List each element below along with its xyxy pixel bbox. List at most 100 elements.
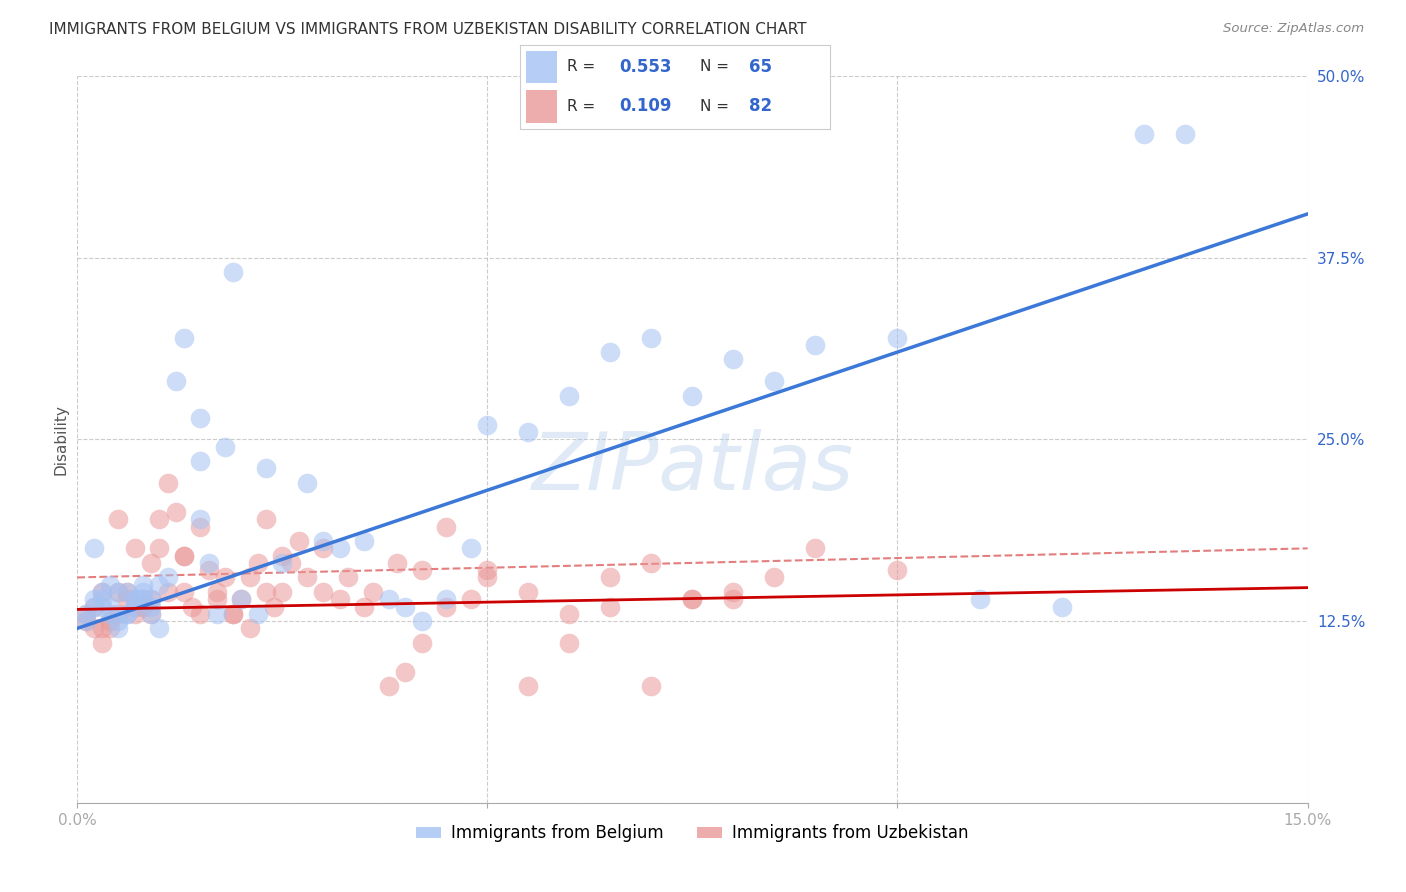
Point xyxy=(148,578,170,592)
Point xyxy=(115,607,138,621)
Point xyxy=(394,665,416,679)
Text: Source: ZipAtlas.com: Source: ZipAtlas.com xyxy=(1223,22,1364,36)
Point xyxy=(385,556,409,570)
Point xyxy=(124,592,146,607)
Point xyxy=(477,417,499,432)
Point xyxy=(156,475,179,490)
Text: IMMIGRANTS FROM BELGIUM VS IMMIGRANTS FROM UZBEKISTAN DISABILITY CORRELATION CHA: IMMIGRANTS FROM BELGIUM VS IMMIGRANTS FR… xyxy=(49,22,807,37)
Point xyxy=(132,599,155,614)
Point xyxy=(173,549,195,563)
Point xyxy=(329,541,352,556)
Text: ZIPatlas: ZIPatlas xyxy=(531,429,853,508)
Text: N =: N = xyxy=(700,99,734,114)
Text: R =: R = xyxy=(567,99,600,114)
Point xyxy=(682,592,704,607)
Point xyxy=(141,599,163,614)
Point xyxy=(723,592,745,607)
Point xyxy=(682,592,704,607)
Point xyxy=(1132,127,1154,141)
Text: 0.553: 0.553 xyxy=(619,58,672,76)
Point xyxy=(90,585,114,599)
Point xyxy=(1174,127,1197,141)
Point xyxy=(271,585,294,599)
Point xyxy=(75,607,97,621)
Point xyxy=(141,607,163,621)
Point xyxy=(124,541,146,556)
Text: R =: R = xyxy=(567,59,600,74)
Point xyxy=(188,607,212,621)
Text: 0.109: 0.109 xyxy=(619,97,672,115)
Point xyxy=(188,454,212,468)
Point xyxy=(124,599,146,614)
Point xyxy=(141,556,163,570)
Point xyxy=(312,585,335,599)
Point xyxy=(115,585,138,599)
Point xyxy=(246,607,269,621)
Point xyxy=(599,599,621,614)
Point xyxy=(411,563,433,577)
Point xyxy=(558,607,581,621)
Point xyxy=(205,585,228,599)
Point xyxy=(231,592,253,607)
Point xyxy=(75,614,97,628)
Point xyxy=(886,563,908,577)
Point xyxy=(312,534,335,549)
Point xyxy=(288,534,311,549)
Point xyxy=(353,599,375,614)
Point xyxy=(197,556,219,570)
Point xyxy=(83,599,105,614)
Point xyxy=(723,585,745,599)
Point xyxy=(173,330,195,344)
Point xyxy=(141,592,163,607)
Point xyxy=(107,512,129,526)
Point xyxy=(271,549,294,563)
Point xyxy=(214,440,236,454)
Point xyxy=(246,556,269,570)
Point xyxy=(115,585,138,599)
Text: 82: 82 xyxy=(749,97,772,115)
Point xyxy=(295,475,318,490)
Point xyxy=(239,621,262,635)
Point xyxy=(132,592,155,607)
Point xyxy=(188,410,212,425)
Point xyxy=(271,556,294,570)
Point xyxy=(115,607,138,621)
Text: 65: 65 xyxy=(749,58,772,76)
Point xyxy=(558,389,581,403)
Point xyxy=(156,585,179,599)
Point xyxy=(188,512,212,526)
Point xyxy=(173,549,195,563)
Point xyxy=(214,570,236,584)
Point xyxy=(181,599,204,614)
Point xyxy=(517,425,540,439)
Point xyxy=(763,570,786,584)
Point xyxy=(173,585,195,599)
Point xyxy=(558,636,581,650)
Point xyxy=(312,541,335,556)
Point xyxy=(90,621,114,635)
Point xyxy=(394,599,416,614)
Point xyxy=(411,636,433,650)
Point xyxy=(436,599,458,614)
Point xyxy=(107,585,129,599)
Point xyxy=(107,614,129,628)
Point xyxy=(329,592,352,607)
Point xyxy=(460,592,482,607)
Point xyxy=(477,563,499,577)
Point xyxy=(205,592,228,607)
Point xyxy=(83,541,105,556)
Point xyxy=(148,621,170,635)
Point xyxy=(460,541,482,556)
Point xyxy=(75,614,97,628)
Point xyxy=(411,614,433,628)
Point xyxy=(640,330,662,344)
Point xyxy=(83,592,105,607)
Point xyxy=(98,621,121,635)
Point xyxy=(98,578,121,592)
Point xyxy=(141,592,163,607)
Point xyxy=(197,563,219,577)
Point xyxy=(599,570,621,584)
Point xyxy=(969,592,991,607)
Point xyxy=(640,680,662,694)
Point xyxy=(280,556,302,570)
